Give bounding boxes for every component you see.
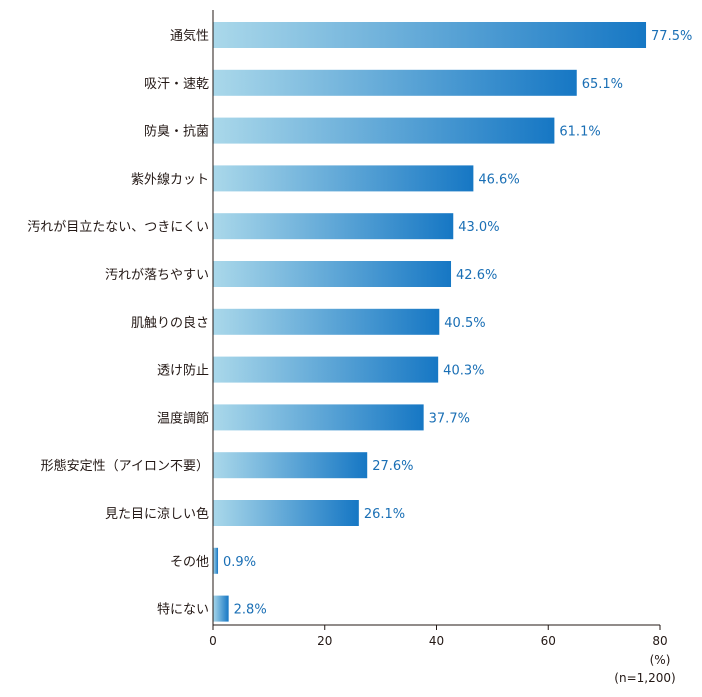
category-label: 汚れが落ちやすい (105, 268, 209, 283)
value-label: 37.7% (429, 411, 470, 426)
value-label: 43.0% (458, 220, 499, 235)
bar (213, 500, 359, 526)
category-label: 温度調節 (157, 410, 209, 426)
sample-size-note: (n=1,200) (614, 671, 675, 685)
x-tick-label: 0 (209, 634, 217, 648)
value-label: 77.5% (651, 29, 692, 44)
category-label: 紫外線カット (131, 171, 209, 187)
x-tick-label: 60 (541, 634, 556, 648)
bar (213, 22, 647, 48)
category-label: 肌触りの良さ (131, 315, 209, 331)
category-label: 透け防止 (157, 363, 209, 379)
value-label: 46.6% (478, 172, 519, 187)
category-label: 汚れが目立たない、つきにくい (27, 220, 209, 235)
bar (213, 308, 440, 335)
category-label: 形態安定性（アイロン不要） (41, 458, 209, 474)
value-label: 40.3% (443, 364, 484, 379)
bar (213, 165, 474, 192)
value-label: 65.1% (582, 77, 623, 92)
x-tick-label: 20 (317, 634, 332, 648)
bar (213, 404, 424, 431)
value-labels: 77.5% 65.1% 61.1% 46.6% 43.0% 42.6% 40.5% 40.3%… (223, 29, 692, 618)
category-label: 特にない (157, 603, 209, 618)
category-label: 防臭・抗菌 (144, 124, 209, 140)
category-label: 吸汗・速乾 (144, 77, 209, 92)
category-labels: 通気性吸汗・速乾防臭・抗菌紫外線カット汚れが目立たない、つきにくい汚れが落ちやす… (27, 28, 209, 618)
value-label: 27.6% (372, 459, 413, 474)
category-label: 見た目に涼しい色 (105, 506, 209, 522)
bar (213, 595, 229, 622)
unit-label: (%) (650, 653, 671, 667)
x-tick-label: 80 (652, 634, 667, 648)
value-label: 40.5% (444, 316, 485, 331)
bar (213, 452, 368, 479)
value-label: 0.9% (223, 555, 256, 570)
category-label: 通気性 (170, 28, 209, 44)
bar (213, 547, 219, 574)
bar (213, 356, 439, 383)
x-axis-ticks: 0 20 40 60 80 (209, 625, 668, 648)
value-label: 61.1% (559, 125, 600, 140)
value-label: 26.1% (364, 507, 405, 522)
bar (213, 69, 577, 96)
value-label: 2.8% (234, 603, 267, 618)
bar (213, 261, 452, 287)
bar (213, 213, 454, 240)
bars-layer (213, 22, 647, 622)
category-label: その他 (170, 555, 209, 570)
bar (213, 117, 555, 144)
x-tick-label: 40 (429, 634, 444, 648)
value-label: 42.6% (456, 268, 497, 283)
